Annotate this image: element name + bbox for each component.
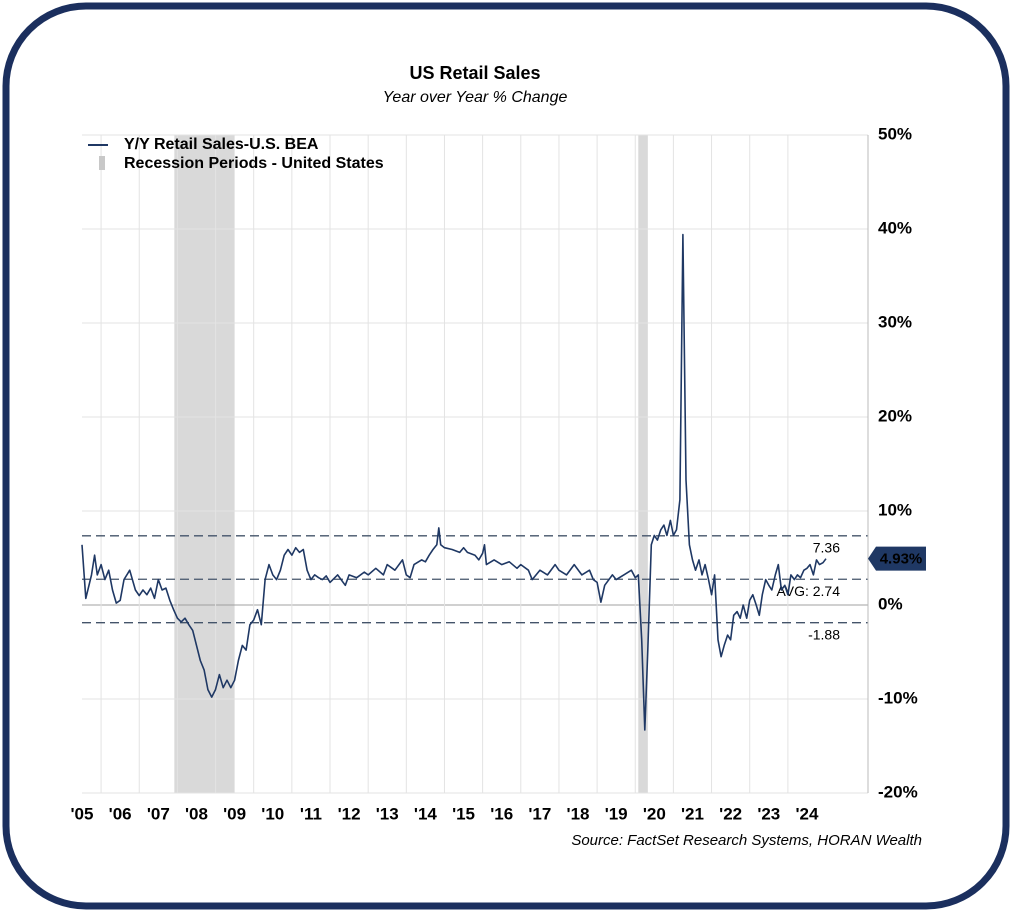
y-tick-label: 10% bbox=[878, 500, 912, 519]
last-value-tag bbox=[868, 546, 926, 571]
x-tick-label: '11 bbox=[300, 804, 322, 823]
source: Source: FactSet Research Systems, HORAN … bbox=[571, 832, 922, 849]
legend-label: Recession Periods - United States bbox=[124, 155, 384, 172]
chart-title: US Retail Sales bbox=[409, 63, 540, 83]
legend-swatch bbox=[99, 156, 105, 170]
y-tick-label: 0% bbox=[878, 594, 903, 613]
x-tick-label: '17 bbox=[528, 804, 551, 823]
y-tick-label: 40% bbox=[878, 218, 912, 237]
y-tick-label: 30% bbox=[878, 312, 912, 331]
x-tick-label: '07 bbox=[147, 804, 170, 823]
x-tick-label: '24 bbox=[795, 804, 818, 823]
x-tick-label: '08 bbox=[185, 804, 208, 823]
x-tick-label: '10 bbox=[261, 804, 284, 823]
x-tick-label: '19 bbox=[605, 804, 628, 823]
x-tick-label: '09 bbox=[223, 804, 246, 823]
x-tick-label: '22 bbox=[719, 804, 742, 823]
recession-band bbox=[638, 135, 648, 793]
x-tick-label: '12 bbox=[338, 804, 361, 823]
y-tick-label: 20% bbox=[878, 406, 912, 425]
recession-band bbox=[174, 135, 235, 793]
x-tick-label: '18 bbox=[567, 804, 590, 823]
x-tick-label: '16 bbox=[490, 804, 513, 823]
y-tick-label: -20% bbox=[878, 782, 918, 801]
series-line bbox=[81, 233, 827, 731]
legend-label: Y/Y Retail Sales-U.S. BEA bbox=[124, 136, 319, 153]
reference-label: -1.88 bbox=[808, 626, 840, 642]
x-tick-label: '20 bbox=[643, 804, 666, 823]
x-tick-label: '14 bbox=[414, 804, 437, 823]
x-tick-label: '13 bbox=[376, 804, 399, 823]
reference-label: AVG: 2.74 bbox=[776, 583, 840, 599]
last-value-label: 4.93% bbox=[880, 551, 923, 568]
plot: -20% -10% 0% 10% 20% 30% 40% 50% '05 '06 '07 '08 '09… bbox=[71, 124, 926, 823]
x-tick-label: '23 bbox=[757, 804, 780, 823]
y-tick-label: 50% bbox=[878, 124, 912, 143]
chart-subtitle: Year over Year % Change bbox=[383, 89, 568, 106]
x-tick-label: '05 bbox=[71, 804, 94, 823]
x-tick-label: '15 bbox=[452, 804, 475, 823]
y-tick-label: -10% bbox=[878, 688, 918, 707]
reference-label: 7.36 bbox=[813, 540, 840, 556]
x-tick-label: '06 bbox=[109, 804, 132, 823]
x-tick-label: '21 bbox=[681, 804, 704, 823]
